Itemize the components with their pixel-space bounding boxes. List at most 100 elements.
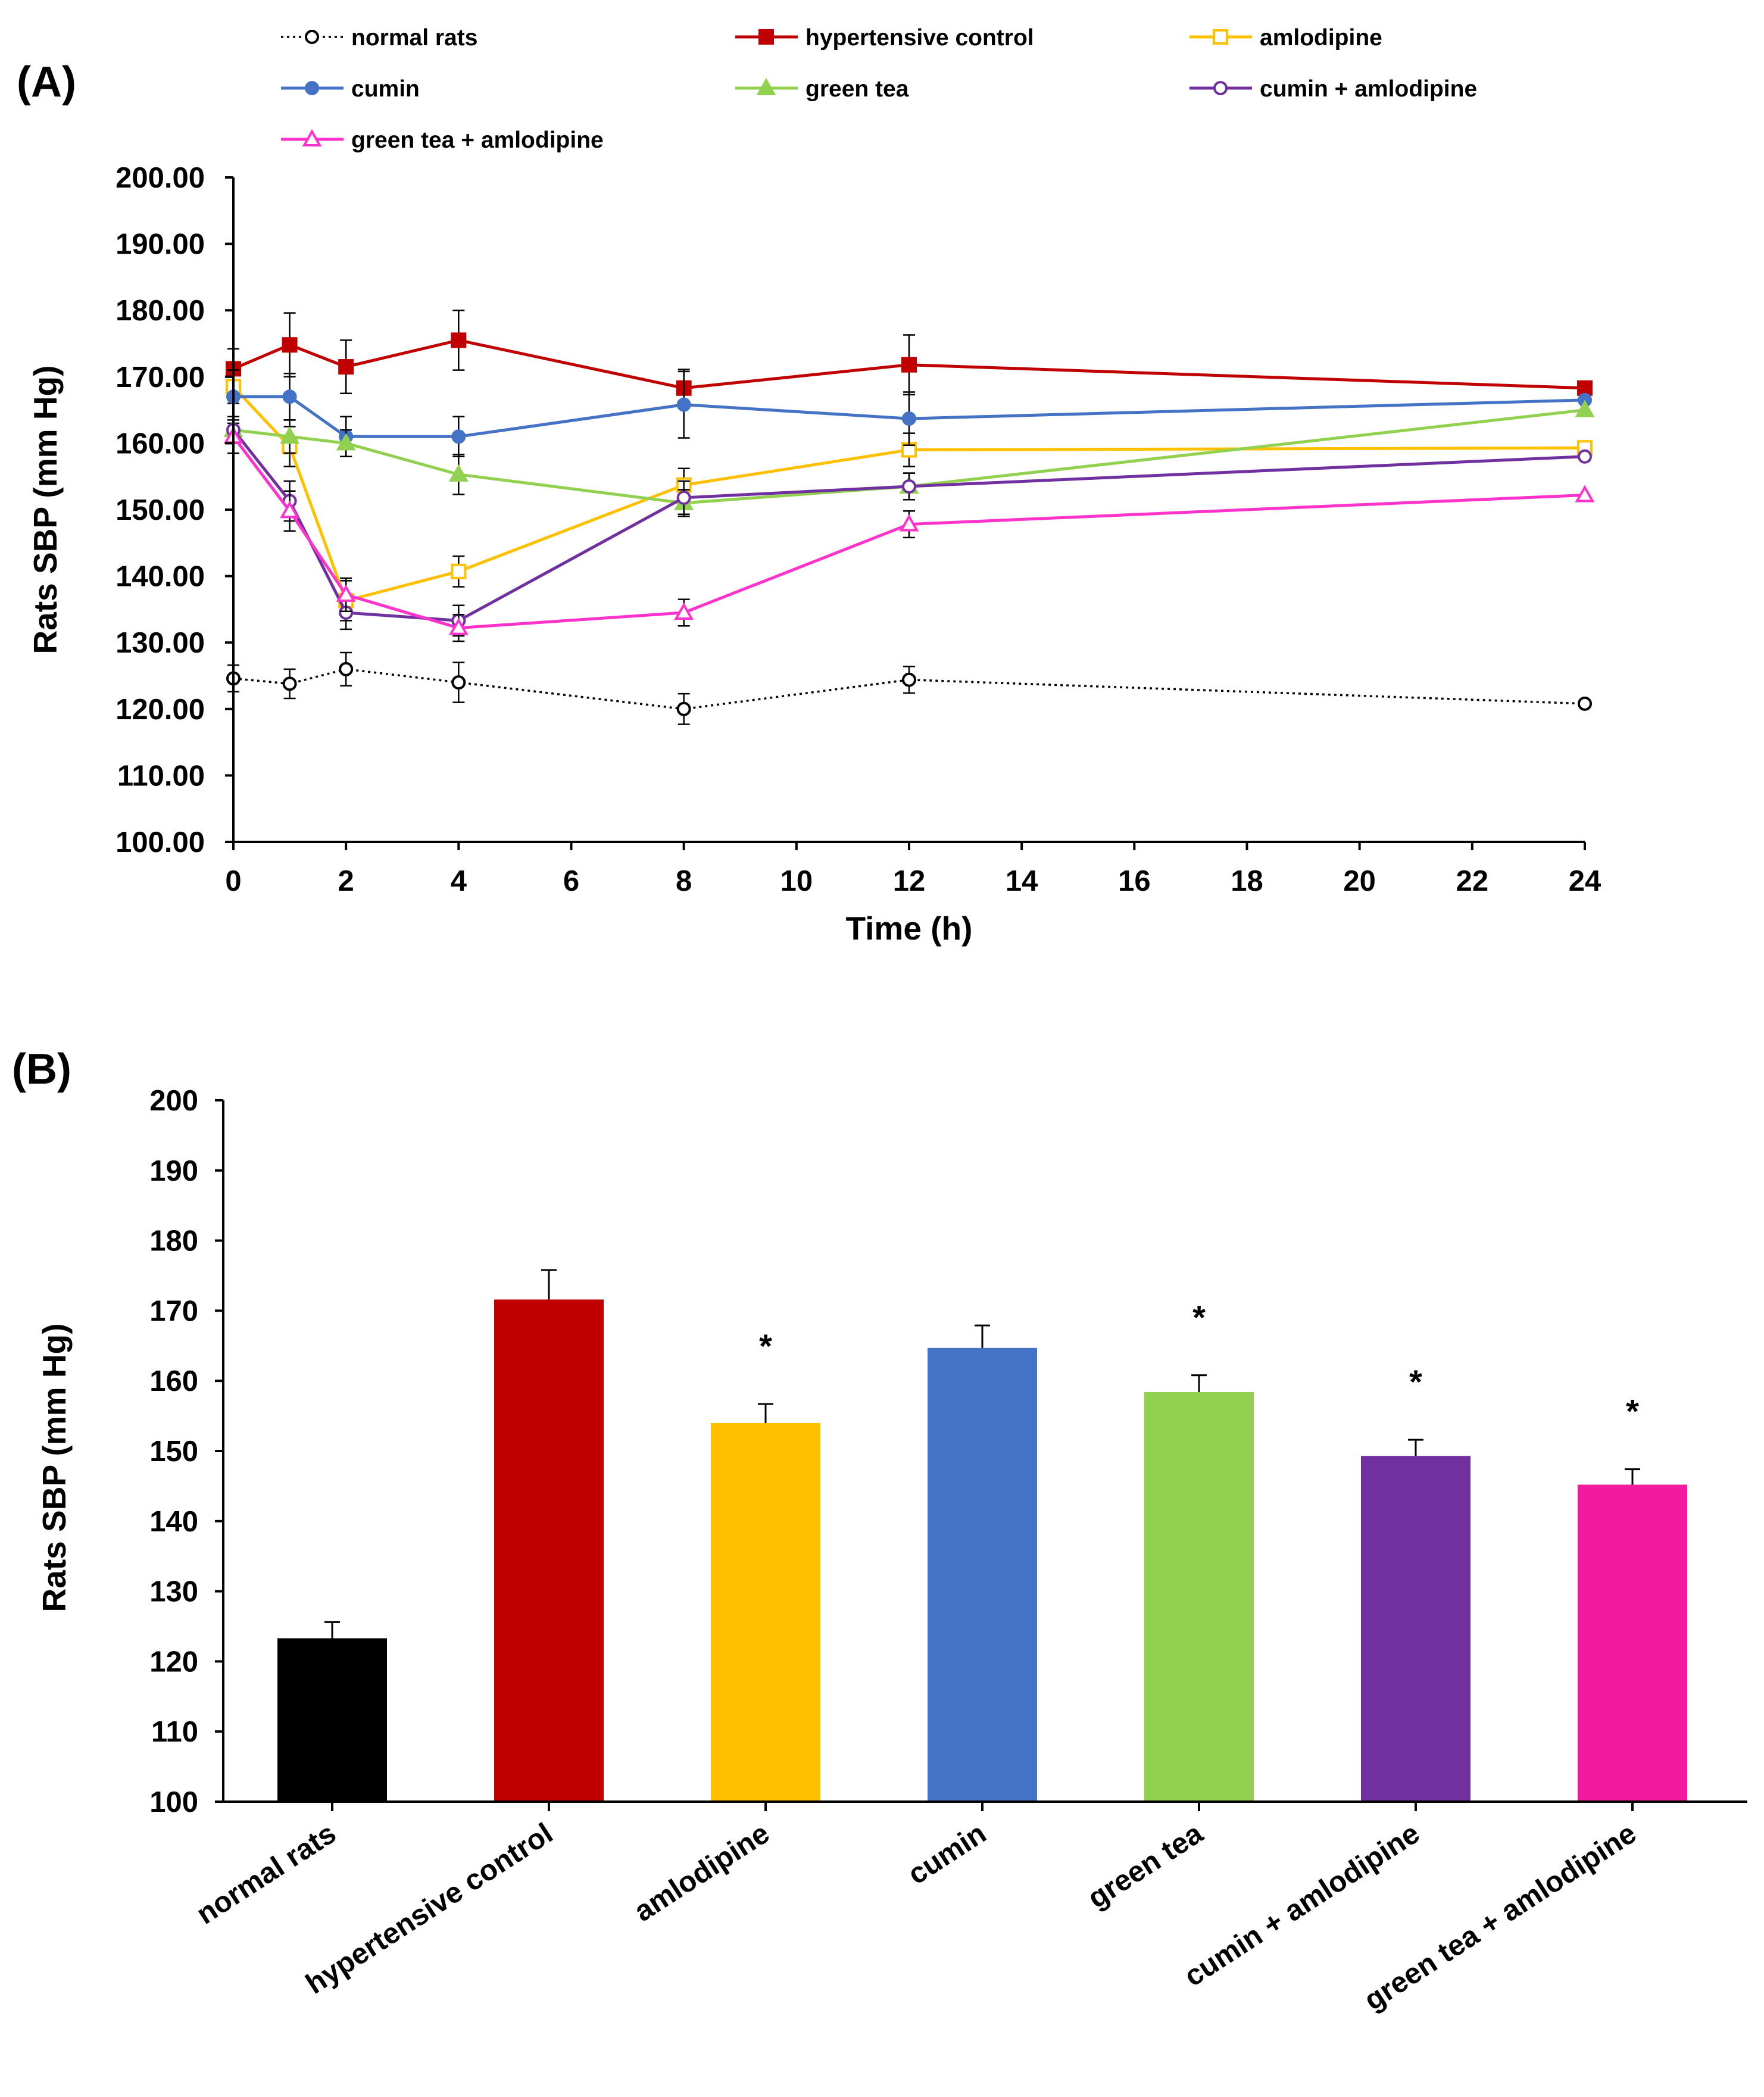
data-point — [676, 490, 691, 505]
x-tick-label: 4 — [451, 865, 467, 897]
category-label: green tea — [1082, 1817, 1209, 1915]
category-label: normal rats — [191, 1817, 342, 1931]
series-hypertensive-control — [226, 309, 1593, 408]
x-tick-label: 20 — [1343, 865, 1376, 897]
bar — [1361, 1456, 1470, 1802]
legend-label: cumin + amlodipine — [1260, 76, 1477, 102]
y-tick-labels: 100.00 110.00 120.00 130.00 140.00 150.00 160.… — [115, 162, 233, 859]
axes — [232, 177, 1585, 843]
x-tick-label: 24 — [1569, 865, 1601, 897]
category-label: cumin — [903, 1817, 992, 1891]
significance-marker: * — [1409, 1363, 1422, 1400]
x-tick-label: 6 — [563, 865, 579, 897]
data-point — [280, 426, 300, 444]
legend-item: hypertensive control — [735, 25, 1034, 51]
y-tick-label: 150 — [149, 1436, 198, 1468]
legend-marker — [756, 77, 776, 95]
data-point — [676, 397, 691, 412]
data-point — [282, 389, 297, 404]
line-series-group — [223, 309, 1595, 725]
y-tick-label: 180 — [149, 1225, 198, 1257]
bar-item — [277, 1621, 387, 1802]
y-tick-label: 130.00 — [115, 627, 205, 659]
legend-marker — [1213, 29, 1228, 45]
data-point — [336, 584, 356, 602]
x-tick-label: 14 — [1006, 865, 1038, 897]
bar-item — [928, 1324, 1037, 1802]
data-point — [902, 479, 916, 494]
y-tick-label: 190.00 — [115, 229, 205, 261]
data-point — [280, 501, 300, 519]
data-point — [451, 563, 467, 579]
x-tick-label: 10 — [780, 865, 813, 897]
legend-marker — [758, 29, 774, 45]
legend-marker — [1213, 81, 1228, 95]
legend-label: hypertensive control — [805, 25, 1034, 51]
x-tick-label: 8 — [676, 865, 692, 897]
bar-item: * — [711, 1327, 820, 1802]
y-tick-label: 160 — [149, 1365, 198, 1397]
bar-item: * — [1144, 1299, 1254, 1802]
data-point — [338, 359, 354, 375]
y-tick-label: 160.00 — [115, 427, 205, 460]
y-tick-label: 140.00 — [115, 561, 205, 593]
legend-marker — [305, 81, 319, 95]
y-tick-label: 120 — [149, 1646, 198, 1678]
data-point — [451, 675, 466, 690]
series-green-tea-amlodipine — [223, 419, 1595, 642]
legend-item: green tea + amlodipine — [281, 127, 604, 153]
bar-chart-panel: (B) * * * * 100 110 120 130 140 150 160 170 180 190 2… — [12, 1046, 1747, 2017]
legend-marker — [305, 30, 319, 44]
data-point — [451, 332, 467, 348]
data-point — [676, 701, 691, 716]
legend-label: amlodipine — [1260, 25, 1382, 51]
data-point — [1577, 380, 1593, 396]
panel-label-b: (B) — [12, 1046, 71, 1093]
data-point — [336, 433, 356, 451]
legend-label: cumin — [351, 76, 420, 102]
significance-marker: * — [1626, 1393, 1639, 1430]
y-tick-label: 110 — [151, 1716, 198, 1748]
data-point — [282, 337, 298, 353]
significance-marker: * — [1192, 1299, 1206, 1336]
y-axis-title: Rats SBP (mm Hg) — [27, 366, 64, 654]
data-point — [448, 464, 469, 482]
panel-label-a: (A) — [17, 58, 76, 106]
y-tick-label: 140 — [149, 1506, 198, 1538]
x-tick-label: 18 — [1231, 865, 1263, 897]
y-tick-label: 180.00 — [115, 295, 205, 327]
x-tick-label: 22 — [1456, 865, 1489, 897]
y-tick-label: 110.00 — [117, 760, 205, 792]
y-tick-label: 170.00 — [115, 361, 205, 394]
x-tick-label: 16 — [1118, 865, 1151, 897]
y-tick-label: 100 — [149, 1786, 198, 1818]
data-point — [1575, 485, 1595, 503]
legend-marker — [302, 129, 322, 146]
bar — [494, 1299, 604, 1802]
bar — [1144, 1392, 1254, 1802]
y-tick-label: 170 — [149, 1295, 198, 1327]
data-point — [339, 661, 354, 676]
line-chart-panel: (A) normal rats hypertensive control amlod… — [17, 25, 1601, 947]
y-tick-label: 120.00 — [115, 694, 205, 726]
category-label: amlodipine — [629, 1817, 775, 1928]
data-point — [899, 514, 919, 532]
bar-item: * — [1361, 1363, 1470, 1802]
x-axis-title: Time (h) — [846, 910, 973, 947]
data-point — [282, 676, 297, 691]
y-axis-title: Rats SBP (mm Hg) — [36, 1324, 73, 1612]
bar-item — [494, 1269, 604, 1802]
series-normal-rats — [226, 651, 1592, 725]
bar-group: * * * * — [277, 1269, 1687, 1802]
y-tick-label: 100.00 — [115, 826, 205, 859]
category-label: cumin + amlodipine — [1179, 1817, 1425, 1993]
y-tick-label: 200.00 — [115, 162, 205, 194]
data-point — [902, 411, 916, 426]
data-point — [451, 429, 466, 444]
legend-item: green tea — [735, 76, 909, 102]
bar — [277, 1638, 387, 1802]
legend-item: cumin + amlodipine — [1189, 76, 1477, 102]
bar — [1578, 1484, 1687, 1802]
